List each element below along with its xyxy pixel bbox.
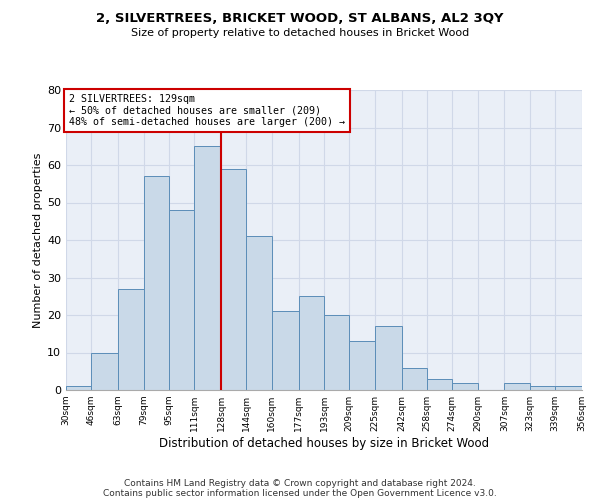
Bar: [555, 386, 582, 390]
Bar: [91, 352, 118, 390]
Bar: [299, 296, 324, 390]
Bar: [66, 386, 91, 390]
Text: Contains public sector information licensed under the Open Government Licence v3: Contains public sector information licen…: [103, 488, 497, 498]
Bar: [221, 169, 247, 390]
Text: 2 SILVERTREES: 129sqm
← 50% of detached houses are smaller (209)
48% of semi-det: 2 SILVERTREES: 129sqm ← 50% of detached …: [69, 94, 345, 127]
Bar: [374, 326, 401, 390]
Y-axis label: Number of detached properties: Number of detached properties: [33, 152, 43, 328]
Bar: [143, 176, 169, 390]
Bar: [272, 311, 299, 390]
Text: 2, SILVERTREES, BRICKET WOOD, ST ALBANS, AL2 3QY: 2, SILVERTREES, BRICKET WOOD, ST ALBANS,…: [96, 12, 504, 26]
Bar: [324, 315, 349, 390]
Bar: [169, 210, 194, 390]
Bar: [401, 368, 427, 390]
Bar: [530, 386, 555, 390]
Text: Contains HM Land Registry data © Crown copyright and database right 2024.: Contains HM Land Registry data © Crown c…: [124, 478, 476, 488]
Bar: [505, 382, 530, 390]
Bar: [452, 382, 478, 390]
Bar: [194, 146, 221, 390]
Bar: [349, 341, 374, 390]
X-axis label: Distribution of detached houses by size in Bricket Wood: Distribution of detached houses by size …: [159, 437, 489, 450]
Bar: [247, 236, 272, 390]
Text: Size of property relative to detached houses in Bricket Wood: Size of property relative to detached ho…: [131, 28, 469, 38]
Bar: [427, 379, 452, 390]
Bar: [118, 289, 143, 390]
